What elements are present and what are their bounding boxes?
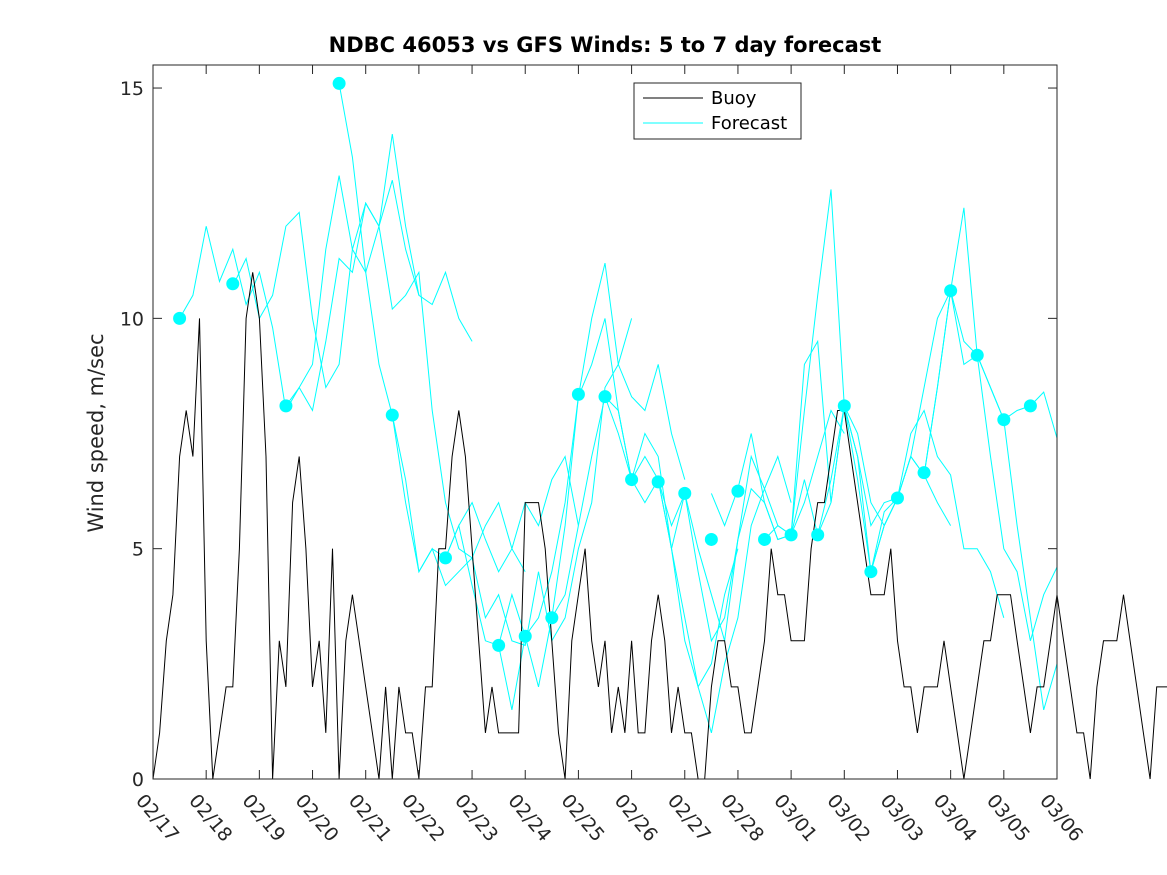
forecast-line-run-13 [817, 289, 1058, 711]
forecast-marker [625, 473, 639, 487]
forecast-marker [704, 532, 718, 546]
forecast-marker [864, 565, 878, 579]
forecast-marker [784, 528, 798, 542]
legend-box [633, 82, 802, 140]
forecast-marker [651, 475, 665, 489]
forecast-marker [970, 348, 984, 362]
forecast-marker [385, 408, 399, 422]
forecast-marker [811, 528, 825, 542]
forecast-line-run-9 [604, 396, 845, 643]
forecast-marker [837, 399, 851, 413]
forecast-marker [731, 484, 745, 498]
legend: Buoy Forecast [633, 82, 802, 140]
y-tick-label: 15 [120, 78, 144, 100]
forecast-marker [545, 611, 559, 625]
forecast-marker [1023, 399, 1037, 413]
legend-buoy-label: Buoy [711, 88, 757, 109]
forecast-marker [173, 311, 187, 325]
forecast-line-run-3 [285, 175, 526, 572]
forecast-line-run-15 [923, 290, 1058, 641]
forecast-line-run-6 [445, 262, 686, 647]
forecast-marker [518, 629, 532, 643]
chart-title: NDBC 46053 vs GFS Winds: 5 to 7 day fore… [329, 33, 882, 57]
forecast-marker [598, 390, 612, 404]
forecast-marker [438, 551, 452, 565]
y-tick-label: 5 [132, 539, 144, 561]
forecast-marker [944, 284, 958, 298]
forecast-marker [279, 399, 293, 413]
forecast-marker [678, 486, 692, 500]
y-tick-label: 10 [120, 308, 144, 330]
forecast-marker [758, 532, 772, 546]
axes-background [153, 65, 1057, 779]
forecast-marker [890, 491, 904, 505]
buoy-line [152, 272, 1167, 780]
forecast-marker [492, 638, 506, 652]
y-tick-label: 0 [132, 769, 144, 791]
forecast-marker [917, 466, 931, 480]
axes-frame [152, 64, 1058, 780]
y-axis-label: Wind speed, m/sec [84, 333, 108, 532]
forecast-marker [571, 387, 585, 401]
forecast-marker [997, 413, 1011, 427]
forecast-line-run-5 [391, 318, 633, 647]
forecast-marker [332, 76, 346, 90]
legend-forecast-label: Forecast [711, 113, 787, 134]
forecast-marker [226, 277, 240, 291]
